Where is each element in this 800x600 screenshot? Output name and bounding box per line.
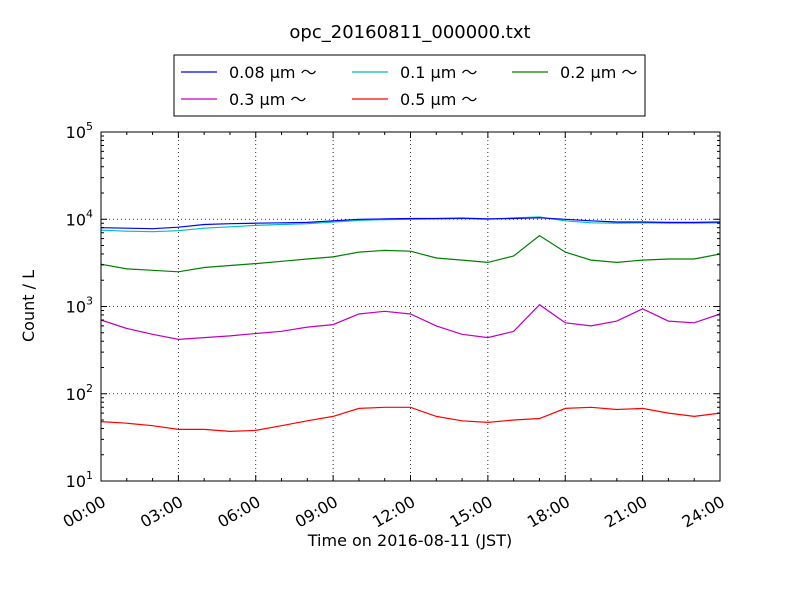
ticks xyxy=(100,131,721,482)
series-line-0.3 xyxy=(100,303,721,341)
x-tick-labels: 00:00 03:00 06:00 09:00 12:00 15:00 18:00 21:00… xyxy=(60,492,728,532)
y-tick-label: 104 xyxy=(66,207,93,229)
series-line-0.5 xyxy=(100,406,721,433)
legend-label: 0.5 μm ～ xyxy=(400,90,477,109)
legend-label: 0.2 μm ～ xyxy=(560,63,637,82)
x-tick-label: 03:00 xyxy=(137,492,186,532)
y-axis-label: Count / L xyxy=(19,270,38,342)
series-group xyxy=(100,216,721,433)
y-tick-label: 105 xyxy=(66,120,93,142)
x-tick-label: 15:00 xyxy=(446,492,495,532)
legend: 0.08 μm ～ 0.1 μm ～ 0.2 μm ～ 0.3 μm ～ 0.5 μm … xyxy=(173,54,646,117)
series-line-0.08 xyxy=(100,217,721,230)
legend-label: 0.08 μm ～ xyxy=(229,63,317,82)
x-axis-label: Time on 2016-08-11 (JST) xyxy=(307,531,512,550)
legend-label: 0.1 μm ～ xyxy=(400,63,477,82)
x-tick-label: 12:00 xyxy=(369,492,418,532)
x-tick-label: 18:00 xyxy=(524,492,573,532)
legend-label: 0.3 μm ～ xyxy=(229,90,306,109)
grid xyxy=(101,132,720,481)
y-tick-label: 103 xyxy=(66,295,93,317)
chart-title: opc_20160811_000000.txt xyxy=(289,22,530,43)
x-tick-label: 06:00 xyxy=(214,492,263,532)
legend-box xyxy=(173,54,646,117)
x-tick-label: 21:00 xyxy=(601,492,650,532)
series-line-0.2 xyxy=(100,234,721,273)
x-tick-label: 24:00 xyxy=(679,492,728,532)
x-tick-label: 00:00 xyxy=(60,492,109,532)
y-tick-labels: 101 102 103 104 105 xyxy=(66,120,93,491)
y-tick-label: 101 xyxy=(66,469,93,491)
x-tick-label: 09:00 xyxy=(292,492,341,532)
series-line-0.1 xyxy=(100,216,721,233)
y-tick-label: 102 xyxy=(66,382,93,404)
